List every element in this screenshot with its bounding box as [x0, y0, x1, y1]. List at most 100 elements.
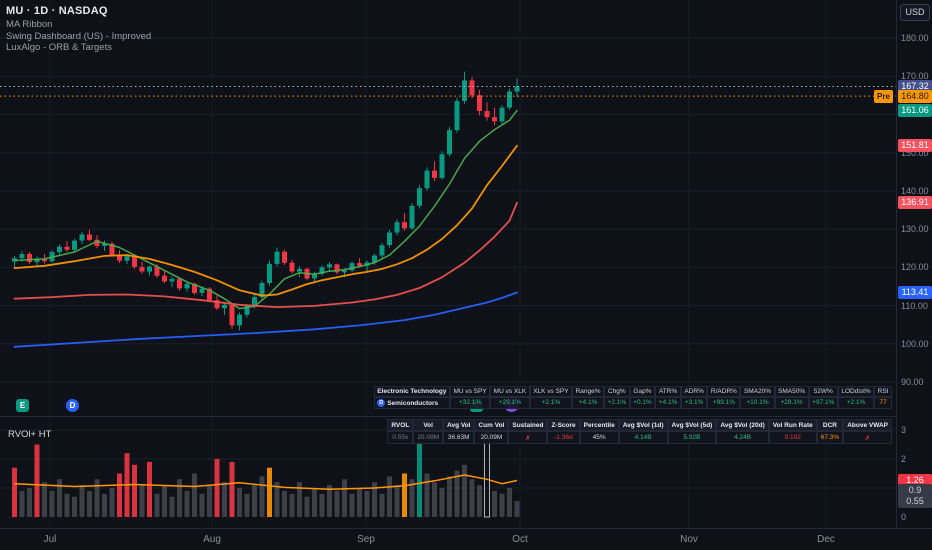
sector-performance-table: Electronic Technology MU vs SPY MU vs XLK X…	[373, 386, 892, 409]
month-label-oct[interactable]: Oct	[512, 534, 528, 545]
sector-col-header: LODdist%	[837, 386, 875, 397]
sector-value: +29.1%	[490, 397, 530, 409]
sector-col-header: MU vs XLK	[490, 386, 530, 397]
symbol-title[interactable]: MU · 1D · NASDAQ	[6, 5, 108, 17]
stats-value: 45%	[579, 431, 619, 444]
volume-stats-table: RVOL Vol Avg Vol Cum Vol Sustained Z-Score Per…	[387, 419, 892, 444]
dividend-icon[interactable]: D	[66, 399, 79, 412]
price-axis-label: 110.00	[901, 300, 928, 311]
price-tag-164.80: 164.80	[898, 89, 932, 103]
sector-col-header: SMA20%	[740, 386, 775, 397]
price-axis[interactable]: USD 180.00 170.00 150.00 140.00 130.00 120.00…	[896, 0, 932, 528]
stats-value: 4.24B	[716, 431, 769, 444]
ma-mid-orange	[13, 144, 518, 297]
currency-button[interactable]: USD	[900, 4, 930, 21]
rvol-indicator-title[interactable]: RVOl+ HT	[8, 429, 52, 440]
stats-value: 0.55x	[387, 431, 414, 444]
price-tag-136.91: 136.91	[898, 196, 932, 210]
stats-col-header: DCR	[816, 419, 844, 431]
sector-col-header: Gap%	[629, 386, 656, 397]
earnings-icon[interactable]: E	[16, 399, 29, 412]
sector-name: Electronic Technology	[373, 386, 450, 397]
sector-value: +99.1%	[707, 397, 741, 409]
stats-value: 36.63M	[443, 431, 475, 444]
stats-col-header: Percentile	[579, 419, 619, 431]
stats-col-header: Avg $Vol (1d)	[618, 419, 668, 431]
month-label-jul[interactable]: Jul	[43, 534, 57, 545]
stats-col-header: Z-Score	[547, 419, 580, 431]
stats-col-header: Vol	[413, 419, 443, 431]
price-axis-label: 120.00	[901, 262, 929, 273]
ma-long-blue	[13, 291, 518, 348]
stats-col-header: Avg $Vol (20d)	[716, 419, 769, 431]
sector-value: +0.1%	[629, 397, 656, 409]
sector-col-header: R/ADR%	[707, 386, 741, 397]
rvol-ma-line	[14, 474, 518, 490]
stats-col-header: Avg Vol	[443, 419, 475, 431]
stats-col-header: Avg $Vol (5d)	[667, 419, 717, 431]
stats-col-header: Cum Vol	[474, 419, 509, 431]
sector-value: +2.1%	[837, 397, 875, 409]
price-axis-label: 90.00	[901, 376, 924, 387]
panel-separator[interactable]	[0, 416, 896, 417]
sector-value: +2.1%	[529, 397, 573, 409]
price-axis-label: 130.00	[901, 224, 929, 235]
sector-col-header: RSI	[874, 386, 892, 397]
rvol-axis-label: 2	[901, 454, 907, 464]
premarket-label: Pre	[874, 89, 893, 103]
month-label-sep[interactable]: Sep	[357, 534, 375, 545]
price-tag-151.81: 151.81	[898, 139, 932, 153]
sector-value: +28.1%	[774, 397, 809, 409]
stats-col-header: Vol Run Rate	[768, 419, 817, 431]
price-axis-label: 180.00	[901, 33, 929, 43]
month-label-aug[interactable]: Aug	[203, 534, 221, 545]
time-axis[interactable]: Jul Aug Sep Oct Nov Dec	[0, 528, 932, 550]
sector-value: +97.1%	[808, 397, 838, 409]
price-tag-161.06: 161.06	[898, 103, 932, 117]
indicator-swing-dashboard[interactable]: Swing Dashboard (US) - Improved	[6, 30, 152, 42]
indicator-ma-ribbon[interactable]: MA Ribbon	[6, 19, 53, 30]
price-axis-label: 140.00	[901, 185, 929, 196]
sector-value: +10.1%	[740, 397, 775, 409]
sector-value: +3.1%	[680, 397, 708, 409]
sector-col-header: 52W%	[808, 386, 838, 397]
sector-col-header: ADR%	[680, 386, 708, 397]
sector-col-header: XLK vs SPY	[529, 386, 573, 397]
sector-value: 77	[874, 397, 892, 409]
dividend-icon: D	[377, 399, 386, 407]
rvol-tag-0.55: 0.55	[898, 494, 932, 508]
stats-value: 67.3%	[816, 431, 844, 444]
sector-col-header: SMA50%	[774, 386, 809, 397]
price-chart-canvas[interactable]	[0, 0, 896, 416]
stats-value: 4.14B	[618, 431, 668, 444]
stats-value: 20.09M	[413, 431, 443, 444]
sector-value: +4.1%	[655, 397, 681, 409]
stats-col-header: Above VWAP	[843, 419, 892, 431]
stats-value: 0.102	[768, 431, 817, 444]
sector-value: +4.1%	[572, 397, 605, 409]
rvol-axis-label: 3	[901, 425, 907, 435]
sector-col-header: ATR%	[655, 386, 681, 397]
stats-value: -1.36σ	[547, 431, 580, 444]
stats-value: 20.09M	[474, 431, 509, 444]
stats-value: 5.92B	[667, 431, 717, 444]
price-tag-113.41: 113.41	[898, 286, 932, 300]
industry-name: D Semiconductors	[373, 397, 450, 409]
ma-slow-red	[13, 201, 518, 308]
indicator-luxalgo-orb[interactable]: LuxAlgo - ORB & Targets	[6, 42, 112, 53]
rvol-panel-canvas[interactable]	[0, 417, 896, 528]
price-axis-label: 170.00	[901, 71, 929, 82]
stats-value: ✗	[508, 431, 548, 444]
sector-col-header: Range%	[572, 386, 605, 397]
rvol-tag-0.9: 0.9	[898, 484, 932, 498]
sector-value: +32.1%	[449, 397, 491, 409]
sector-value: +2.1%	[604, 397, 630, 409]
month-label-nov[interactable]: Nov	[680, 534, 698, 545]
chart-legend: MU · 1D · NASDAQ MA Ribbon Swing Dashboa…	[6, 5, 151, 54]
month-label-dec[interactable]: Dec	[817, 534, 835, 545]
rvol-axis-label: 0	[901, 512, 907, 522]
ma-fast-green	[13, 109, 518, 310]
stats-col-header: RVOL	[387, 419, 414, 431]
sector-col-header: MU vs SPY	[449, 386, 491, 397]
